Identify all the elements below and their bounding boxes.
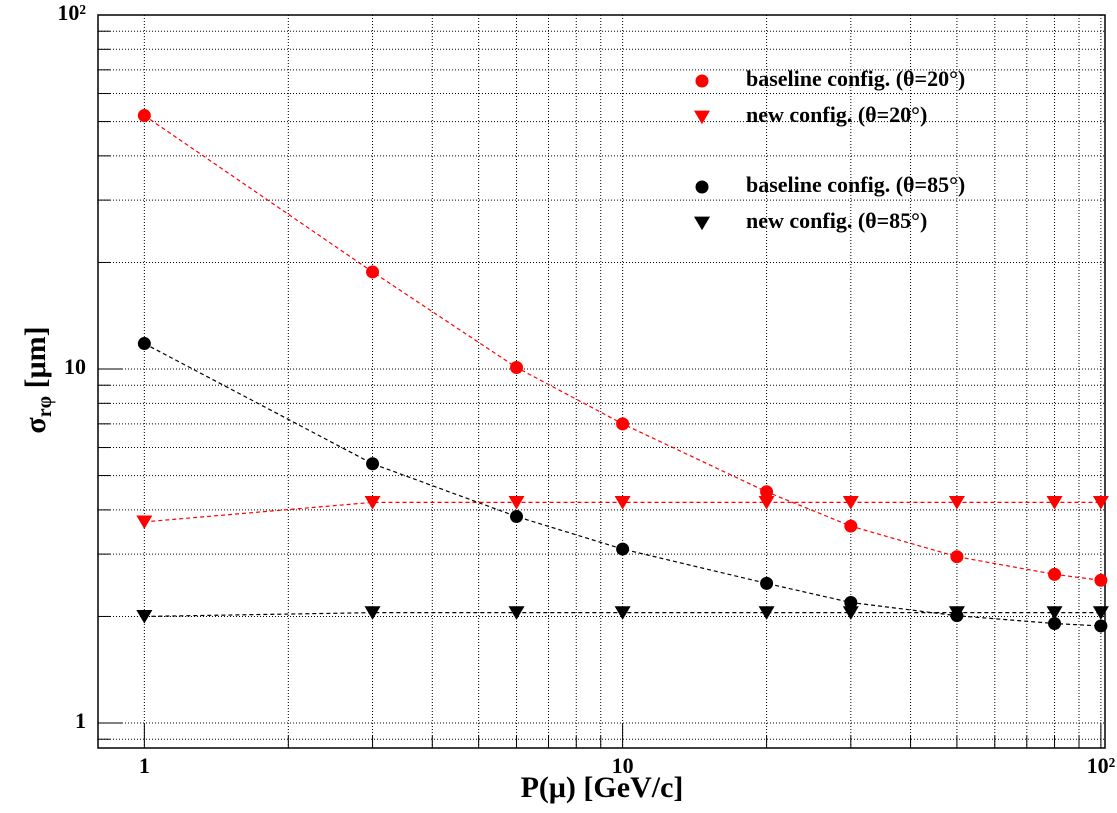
marker xyxy=(137,109,151,123)
marker xyxy=(760,485,774,499)
marker xyxy=(758,495,775,510)
y-tick-label: 1 xyxy=(75,708,86,733)
marker xyxy=(1092,606,1109,620)
x-tick-label: 10 xyxy=(612,753,634,778)
legend-label: new config. (θ=85°) xyxy=(746,208,927,233)
marker xyxy=(614,606,631,620)
marker xyxy=(760,576,774,590)
legend-marker xyxy=(694,110,710,125)
y-axis-title: σrφ [μm] xyxy=(19,326,56,433)
marker xyxy=(366,457,380,471)
marker xyxy=(948,495,965,510)
marker xyxy=(614,495,631,510)
legend-marker xyxy=(695,180,709,194)
marker xyxy=(364,495,381,510)
marker xyxy=(136,610,153,624)
y-title-main: σ xyxy=(19,417,52,434)
marker xyxy=(842,495,859,510)
x-axis-title: P(μ) [GeV/c] xyxy=(521,771,684,804)
marker xyxy=(1092,495,1109,510)
marker xyxy=(616,542,630,556)
marker xyxy=(616,417,630,431)
marker xyxy=(758,606,775,620)
y-title-sub: rφ xyxy=(34,396,56,417)
plot-frame xyxy=(97,14,1106,749)
marker xyxy=(842,606,859,620)
legend-marker xyxy=(694,216,710,231)
marker xyxy=(136,515,153,530)
marker xyxy=(844,595,858,609)
x-tick-label: 10² xyxy=(1087,753,1116,778)
x-tick-label: 1 xyxy=(139,753,150,778)
marker xyxy=(510,510,524,524)
marker xyxy=(364,606,381,620)
marker xyxy=(137,337,151,351)
marker xyxy=(366,265,380,279)
marker xyxy=(508,495,525,510)
marker xyxy=(1048,567,1062,581)
y-tick-label: 10² xyxy=(57,0,86,25)
y-tick-label: 10 xyxy=(64,354,86,379)
marker xyxy=(1046,495,1063,510)
trend-line xyxy=(144,612,1101,618)
trend-line xyxy=(144,343,1101,627)
marker xyxy=(950,550,964,564)
marker xyxy=(1094,619,1108,633)
marker xyxy=(510,360,524,374)
marker xyxy=(1094,573,1108,587)
legend-label: new config. (θ=20°) xyxy=(746,102,927,127)
y-title-unit: [μm] xyxy=(19,326,52,395)
legend-marker xyxy=(695,74,709,88)
marker xyxy=(1048,617,1062,631)
marker xyxy=(844,519,858,533)
legend-label: baseline config. (θ=20°) xyxy=(746,66,965,91)
legend-label: baseline config. (θ=85°) xyxy=(746,172,965,197)
marker xyxy=(1046,606,1063,620)
marker xyxy=(508,606,525,620)
marker xyxy=(948,606,965,620)
